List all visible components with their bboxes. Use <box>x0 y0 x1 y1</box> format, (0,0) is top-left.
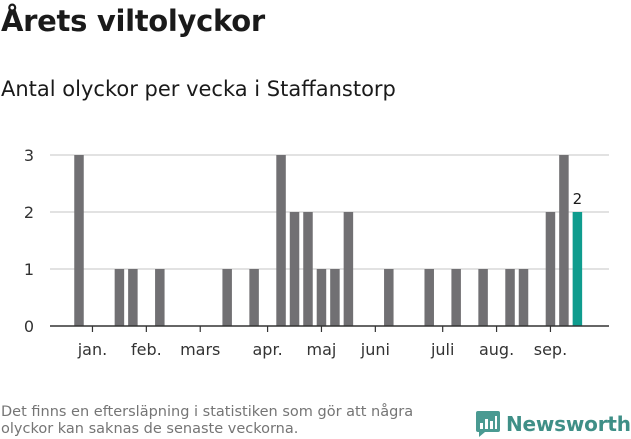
bar <box>74 155 84 326</box>
bar <box>289 212 300 326</box>
bar <box>518 269 529 326</box>
bar <box>384 269 394 326</box>
y-tick-label: 3 <box>24 146 34 165</box>
x-tick-label: mars <box>180 340 220 359</box>
y-tick-label: 0 <box>24 317 34 336</box>
bar <box>451 269 461 326</box>
brand-logo: Newsworthy <box>476 409 631 439</box>
bar-chart: 0 1 2 3 2 jan. feb. mars apr. maj juni juli aug. sep. <box>24 146 609 359</box>
bar <box>114 269 125 326</box>
data-label: 2 <box>573 190 583 208</box>
newsworthy-logo-icon <box>476 411 500 437</box>
bar <box>155 269 165 326</box>
x-tick-label: juli <box>430 340 454 359</box>
bar <box>478 269 488 326</box>
x-tick-label: jan. <box>77 340 107 359</box>
bar-highlight <box>572 212 583 326</box>
chart-title: Årets viltolyckor <box>1 4 265 38</box>
bar <box>276 155 286 326</box>
bar <box>249 269 259 326</box>
bar <box>316 269 327 326</box>
x-tick-label: aug. <box>479 340 514 359</box>
bar <box>303 212 313 326</box>
bar <box>505 269 515 326</box>
y-tick-label: 1 <box>24 260 34 279</box>
chart-subtitle: Antal olyckor per vecka i Staffanstorp <box>1 77 396 101</box>
brand-name: Newsworthy <box>506 412 631 436</box>
bar <box>424 269 434 326</box>
bar <box>559 155 569 326</box>
bar <box>545 212 556 326</box>
x-tick-label: feb. <box>131 340 162 359</box>
bar <box>222 269 232 326</box>
x-tick-label: juni <box>360 340 390 359</box>
y-tick-label: 2 <box>24 203 34 222</box>
bar <box>343 212 354 326</box>
x-tick-label: maj <box>307 340 337 359</box>
x-tick-label: apr. <box>253 340 283 359</box>
bar <box>330 269 340 326</box>
x-tick-label: sep. <box>534 340 567 359</box>
bar <box>128 269 138 326</box>
footnote: Det finns en eftersläpning i statistiken… <box>1 404 414 437</box>
